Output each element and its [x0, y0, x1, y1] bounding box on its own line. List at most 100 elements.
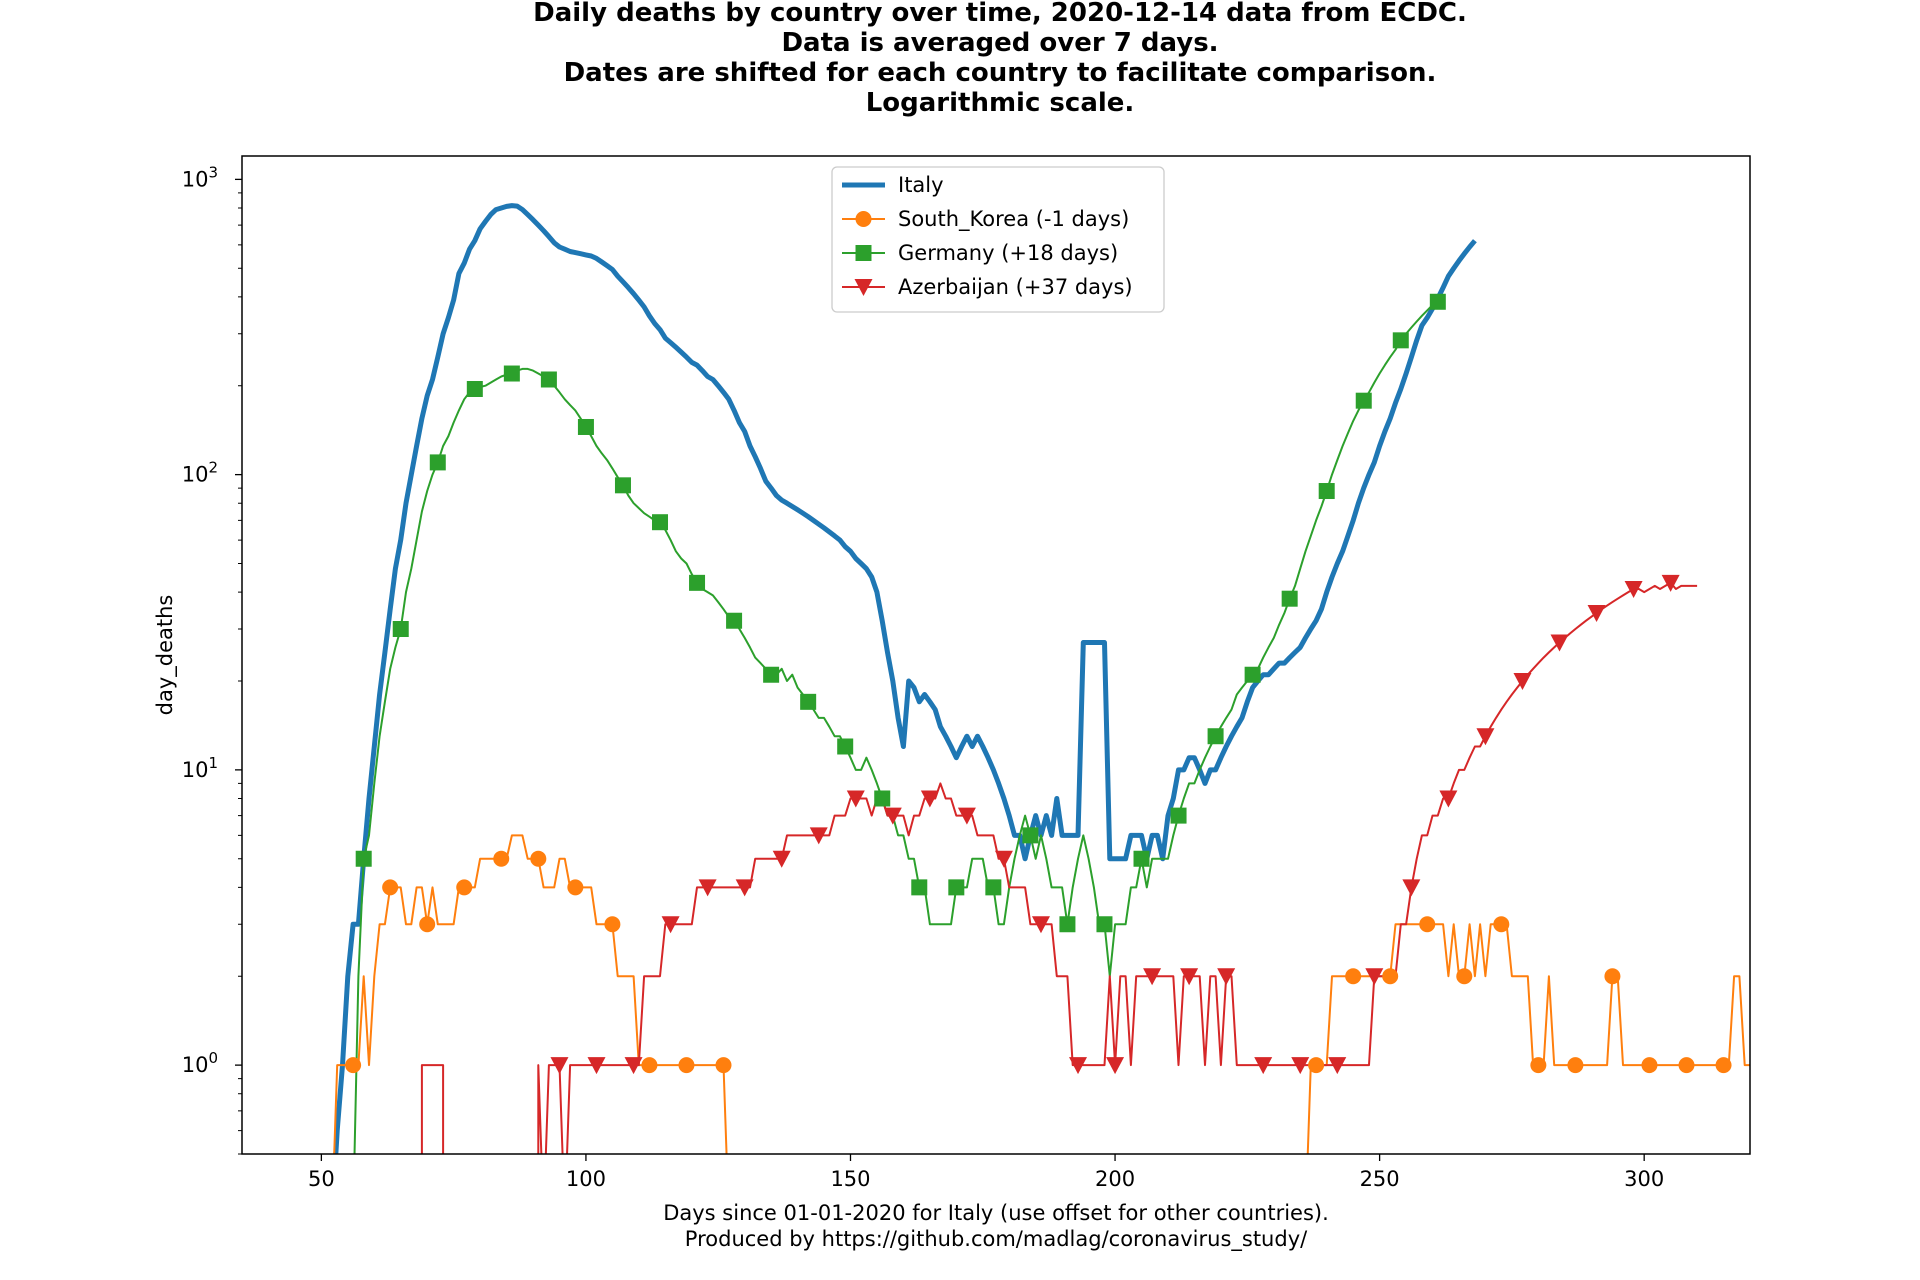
data-point-azerbaijan-37-days — [1476, 728, 1495, 746]
data-point-south-korea-1-days — [567, 879, 584, 896]
data-point-azerbaijan-37-days — [1587, 604, 1606, 622]
data-point-azerbaijan-37-days — [1439, 790, 1458, 808]
x-axis-label-line-2: Produced by https://github.com/madlag/co… — [685, 1227, 1308, 1252]
data-point-germany-18-days — [429, 454, 446, 471]
x-tick-label: 200 — [1095, 1167, 1135, 1191]
data-point-germany-18-days — [1355, 392, 1372, 409]
legend-item-germany-18-days: Germany (+18 days) — [842, 241, 1118, 265]
data-point-germany-18-days — [985, 879, 1002, 896]
y-tick-label: 102 — [182, 459, 218, 487]
data-point-azerbaijan-37-days — [1217, 968, 1236, 986]
data-point-south-korea-1-days — [382, 879, 399, 896]
series-layer — [333, 203, 1750, 1154]
data-point-south-korea-1-days — [530, 850, 547, 867]
data-point-germany-18-days — [577, 418, 594, 435]
data-point-germany-18-days — [911, 879, 928, 896]
data-point-south-korea-1-days — [678, 1057, 695, 1074]
title-line-3: Dates are shifted for each country to fa… — [564, 58, 1437, 88]
x-tick-label: 100 — [566, 1167, 606, 1191]
data-point-south-korea-1-days — [1308, 1057, 1325, 1074]
y-axis: 100 101 102 103 — [182, 163, 242, 1155]
data-point-south-korea-1-days — [493, 850, 510, 867]
data-point-south-korea-1-days — [345, 1057, 362, 1074]
data-point-south-korea-1-days — [1419, 916, 1436, 933]
title-line-4: Logarithmic scale. — [866, 88, 1135, 118]
data-point-south-korea-1-days — [715, 1057, 732, 1074]
data-point-germany-18-days — [503, 365, 520, 382]
data-point-south-korea-1-days — [1715, 1057, 1732, 1074]
series-line-south-korea-1-days — [333, 834, 1750, 1154]
data-point-south-korea-1-days — [1604, 968, 1621, 985]
data-point-germany-18-days — [1207, 728, 1224, 745]
data-point-germany-18-days — [1318, 483, 1335, 500]
data-point-germany-18-days — [614, 477, 631, 494]
data-point-south-korea-1-days — [1530, 1057, 1547, 1074]
x-tick-label: 250 — [1360, 1167, 1400, 1191]
series-line-germany-18-days — [353, 300, 1439, 1154]
data-point-south-korea-1-days — [456, 879, 473, 896]
data-point-south-korea-1-days — [1456, 968, 1473, 985]
legend-marker — [855, 245, 872, 261]
data-point-azerbaijan-37-days — [957, 807, 976, 825]
data-point-azerbaijan-37-days — [809, 827, 828, 845]
data-point-south-korea-1-days — [1382, 968, 1399, 985]
data-point-germany-18-days — [392, 621, 409, 638]
legend-label: South_Korea (-1 days) — [898, 207, 1129, 232]
data-point-germany-18-days — [763, 666, 780, 683]
legend-label: Italy — [898, 173, 944, 197]
legend-label: Germany (+18 days) — [898, 241, 1118, 265]
x-axis: 50 100 150 200 250 300 — [308, 1154, 1664, 1191]
data-point-germany-18-days — [948, 879, 965, 896]
data-point-azerbaijan-37-days — [1365, 968, 1384, 986]
x-tick-label: 300 — [1624, 1167, 1664, 1191]
data-point-germany-18-days — [652, 514, 669, 531]
legend-item-azerbaijan-37-days: Azerbaijan (+37 days) — [842, 275, 1133, 299]
data-point-azerbaijan-37-days — [883, 807, 902, 825]
y-tick-label: 101 — [182, 754, 218, 782]
plot-frame — [241, 155, 1751, 1155]
data-point-azerbaijan-37-days — [550, 1057, 569, 1075]
data-point-south-korea-1-days — [1345, 968, 1362, 985]
data-point-azerbaijan-37-days — [772, 850, 791, 868]
data-point-germany-18-days — [1096, 916, 1113, 933]
data-point-germany-18-days — [466, 380, 483, 397]
data-point-south-korea-1-days — [419, 916, 436, 933]
data-point-azerbaijan-37-days — [994, 850, 1013, 868]
data-point-germany-18-days — [540, 371, 557, 388]
data-point-germany-18-days — [837, 738, 854, 755]
data-point-azerbaijan-37-days — [1031, 916, 1050, 934]
legend-item-south-korea-1-days: South_Korea (-1 days) — [842, 207, 1129, 232]
data-point-germany-18-days — [1022, 827, 1039, 844]
legend-label: Azerbaijan (+37 days) — [898, 275, 1133, 299]
data-point-azerbaijan-37-days — [1291, 1057, 1310, 1075]
data-point-azerbaijan-37-days — [1328, 1057, 1347, 1075]
data-point-germany-18-days — [1392, 332, 1409, 349]
data-point-azerbaijan-37-days — [920, 790, 939, 808]
data-point-azerbaijan-37-days — [1624, 580, 1643, 598]
data-point-azerbaijan-37-days — [1180, 968, 1199, 986]
data-point-germany-18-days — [800, 693, 817, 710]
data-point-germany-18-days — [1429, 293, 1446, 310]
data-point-germany-18-days — [1170, 807, 1187, 824]
legend-marker — [855, 211, 872, 227]
y-axis-label: day_deaths — [153, 595, 178, 716]
chart-title: Daily deaths by country over time, 2020-… — [533, 0, 1467, 118]
data-point-azerbaijan-37-days — [698, 879, 717, 897]
data-point-south-korea-1-days — [1567, 1057, 1584, 1074]
title-line-1: Daily deaths by country over time, 2020-… — [533, 0, 1467, 28]
data-point-azerbaijan-37-days — [846, 790, 865, 808]
markers-layer — [345, 293, 1732, 1075]
series-line-azerbaijan-37-days — [420, 581, 1698, 1154]
legend-item-italy: Italy — [842, 173, 944, 197]
x-tick-label: 150 — [830, 1167, 870, 1191]
data-point-germany-18-days — [1133, 850, 1150, 867]
data-point-azerbaijan-37-days — [1106, 1057, 1125, 1075]
data-point-germany-18-days — [355, 850, 372, 867]
data-point-azerbaijan-37-days — [1254, 1057, 1273, 1075]
legend: Italy South_Korea (-1 days) Germany (+18 d… — [831, 166, 1165, 313]
legend-marker — [854, 279, 873, 296]
data-point-south-korea-1-days — [604, 916, 621, 933]
data-point-azerbaijan-37-days — [1402, 879, 1421, 897]
y-tick-label: 100 — [182, 1049, 218, 1077]
